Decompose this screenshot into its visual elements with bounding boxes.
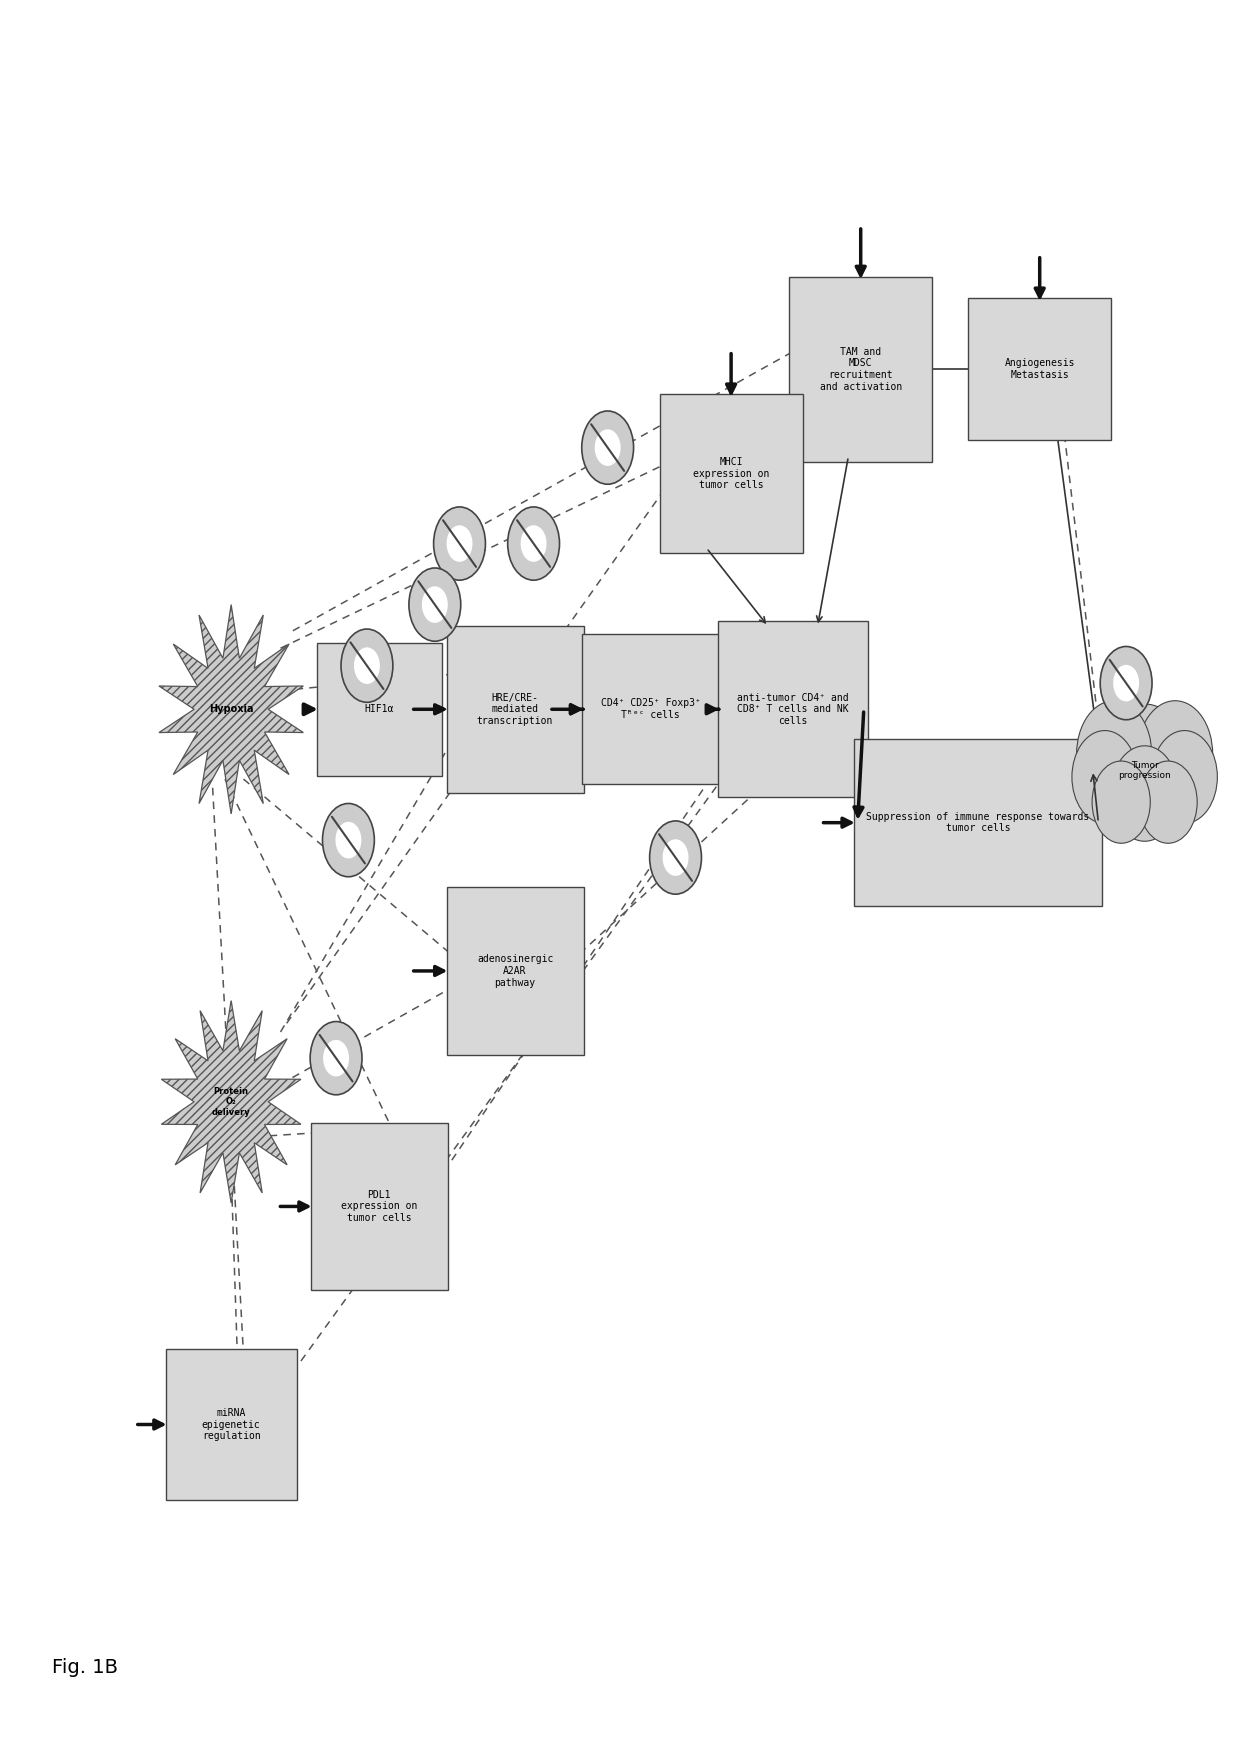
Circle shape xyxy=(1092,761,1151,844)
FancyBboxPatch shape xyxy=(166,1349,296,1500)
Circle shape xyxy=(336,822,361,859)
Circle shape xyxy=(409,569,461,640)
Circle shape xyxy=(322,803,374,877)
Circle shape xyxy=(1076,700,1152,807)
Polygon shape xyxy=(161,1001,301,1202)
Circle shape xyxy=(662,840,688,875)
FancyBboxPatch shape xyxy=(968,299,1111,439)
Text: Fig. 1B: Fig. 1B xyxy=(52,1659,118,1678)
Text: Protein
O₂
delivery: Protein O₂ delivery xyxy=(212,1087,250,1116)
Circle shape xyxy=(582,411,634,485)
Circle shape xyxy=(1152,730,1218,822)
Text: HRE/CRE-
mediated
transcription: HRE/CRE- mediated transcription xyxy=(477,693,553,726)
Text: Angiogenesis
Metastasis: Angiogenesis Metastasis xyxy=(1004,359,1075,380)
Circle shape xyxy=(1071,730,1137,822)
Circle shape xyxy=(1140,761,1197,844)
Circle shape xyxy=(446,525,472,562)
Circle shape xyxy=(650,821,702,894)
FancyBboxPatch shape xyxy=(660,394,802,553)
FancyBboxPatch shape xyxy=(446,887,584,1055)
Circle shape xyxy=(310,1022,362,1096)
FancyBboxPatch shape xyxy=(718,621,868,798)
Text: anti-tumor CD4⁺ and
CD8⁺ T cells and NK
cells: anti-tumor CD4⁺ and CD8⁺ T cells and NK … xyxy=(737,693,848,726)
FancyBboxPatch shape xyxy=(317,642,441,775)
Text: adenosinergic
A2AR
pathway: adenosinergic A2AR pathway xyxy=(477,954,553,987)
FancyBboxPatch shape xyxy=(311,1124,448,1290)
Circle shape xyxy=(507,507,559,581)
FancyBboxPatch shape xyxy=(854,738,1102,906)
FancyBboxPatch shape xyxy=(789,276,932,462)
Circle shape xyxy=(521,525,547,562)
Text: MHCI
expression on
tumor cells: MHCI expression on tumor cells xyxy=(693,457,769,490)
Circle shape xyxy=(1100,646,1152,719)
Circle shape xyxy=(434,507,485,581)
Text: HIF1α: HIF1α xyxy=(365,704,394,714)
Text: miRNA
epigenetic
regulation: miRNA epigenetic regulation xyxy=(202,1409,260,1440)
Circle shape xyxy=(353,648,379,684)
Text: Tumor
progression: Tumor progression xyxy=(1118,761,1171,780)
Text: Hypoxia: Hypoxia xyxy=(208,704,253,714)
Polygon shape xyxy=(159,604,304,814)
Circle shape xyxy=(324,1040,348,1076)
Circle shape xyxy=(1114,665,1140,702)
Circle shape xyxy=(422,586,448,623)
Circle shape xyxy=(1111,746,1178,842)
FancyBboxPatch shape xyxy=(583,634,719,784)
Text: PDL1
expression on
tumor cells: PDL1 expression on tumor cells xyxy=(341,1190,418,1223)
Circle shape xyxy=(341,628,393,702)
Text: CD4⁺ CD25⁺ Foxp3⁺
Tᴿᵉᶜ cells: CD4⁺ CD25⁺ Foxp3⁺ Tᴿᵉᶜ cells xyxy=(601,698,701,719)
Text: TAM and
MDSC
recruitment
and activation: TAM and MDSC recruitment and activation xyxy=(820,346,901,392)
Circle shape xyxy=(1097,704,1192,836)
FancyBboxPatch shape xyxy=(446,625,584,793)
Circle shape xyxy=(595,429,620,466)
Circle shape xyxy=(1137,700,1213,807)
Text: Suppression of immune response towards
tumor cells: Suppression of immune response towards t… xyxy=(867,812,1090,833)
